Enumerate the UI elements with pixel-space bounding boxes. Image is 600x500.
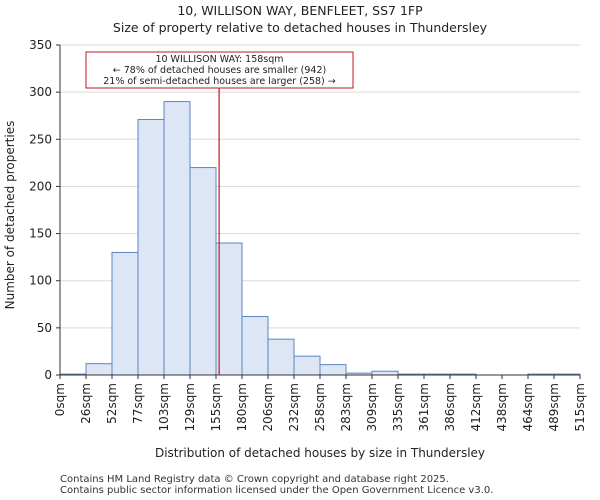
y-tick-label: 50 — [37, 321, 52, 335]
bar — [241, 316, 269, 376]
x-tick-label: 489sqm — [547, 383, 561, 431]
x-axis-label: Distribution of detached houses by size … — [155, 446, 485, 460]
x-tick-label: 258sqm — [313, 383, 327, 431]
bars — [59, 101, 581, 376]
x-tick-label: 103sqm — [157, 383, 171, 431]
y-axis-label: Number of detached properties — [3, 121, 17, 310]
bar — [163, 101, 191, 376]
y-tick-label: 100 — [29, 274, 52, 288]
y-tick-label: 250 — [29, 132, 52, 146]
y-tick-label: 300 — [29, 85, 52, 99]
annotation-line-1: 10 WILLISON WAY: 158sqm — [155, 54, 283, 65]
x-tick-label: 309sqm — [365, 383, 379, 431]
y-tick-label: 150 — [29, 227, 52, 241]
bar — [85, 363, 113, 376]
x-tick-label: 26sqm — [79, 383, 93, 424]
bar — [267, 338, 295, 376]
x-tick-label: 52sqm — [105, 383, 119, 424]
x-ticks: 0sqm 26sqm 52sqm 77sqm 103sqm 129sqm 155sqm 180… — [53, 375, 587, 431]
x-tick-label: 180sqm — [235, 383, 249, 431]
annotation-line-2: ← 78% of detached houses are smaller (94… — [113, 65, 326, 76]
annotation-box — [85, 51, 354, 89]
chart-subtitle: Size of property relative to detached ho… — [112, 20, 488, 35]
y-tick-label: 350 — [29, 38, 52, 52]
x-tick-label: 464sqm — [521, 383, 535, 431]
x-tick-label: 386sqm — [443, 383, 457, 431]
footer-line-1: Contains HM Land Registry data © Crown c… — [60, 474, 449, 485]
bar — [293, 355, 321, 376]
x-tick-label: 206sqm — [261, 383, 275, 431]
y-tick-label: 200 — [29, 179, 52, 193]
bar — [319, 364, 347, 376]
y-ticks: 0 50 100 150 200 250 300 350 — [29, 38, 60, 382]
x-tick-label: 232sqm — [287, 383, 301, 431]
x-tick-label: 515sqm — [573, 383, 587, 431]
bar — [111, 251, 139, 376]
chart-title: 10, WILLISON WAY, BENFLEET, SS7 1FP — [177, 3, 423, 18]
histogram-chart: 0 50 100 150 200 250 300 350 0sqm 26sqm 52sqm 77sq… — [3, 38, 587, 460]
x-tick-label: 155sqm — [209, 383, 223, 431]
x-tick-label: 0sqm — [53, 383, 67, 416]
bar — [371, 370, 399, 376]
x-tick-label: 283sqm — [339, 383, 353, 431]
x-tick-label: 129sqm — [183, 383, 197, 431]
x-tick-label: 412sqm — [469, 383, 483, 431]
footer-line-2: Contains public sector information licen… — [60, 485, 494, 496]
x-tick-label: 77sqm — [131, 383, 145, 424]
bar — [215, 242, 243, 376]
x-tick-label: 361sqm — [417, 383, 431, 431]
bar — [137, 118, 165, 376]
x-tick-label: 335sqm — [391, 383, 405, 431]
y-tick-label: 0 — [44, 368, 52, 382]
bar — [189, 167, 217, 376]
x-tick-label: 438sqm — [495, 383, 509, 431]
annotation-line-3: 21% of semi-detached houses are larger (… — [103, 76, 336, 87]
marker-group: 10 WILLISON WAY: 158sqm← 78% of detached… — [85, 51, 354, 375]
